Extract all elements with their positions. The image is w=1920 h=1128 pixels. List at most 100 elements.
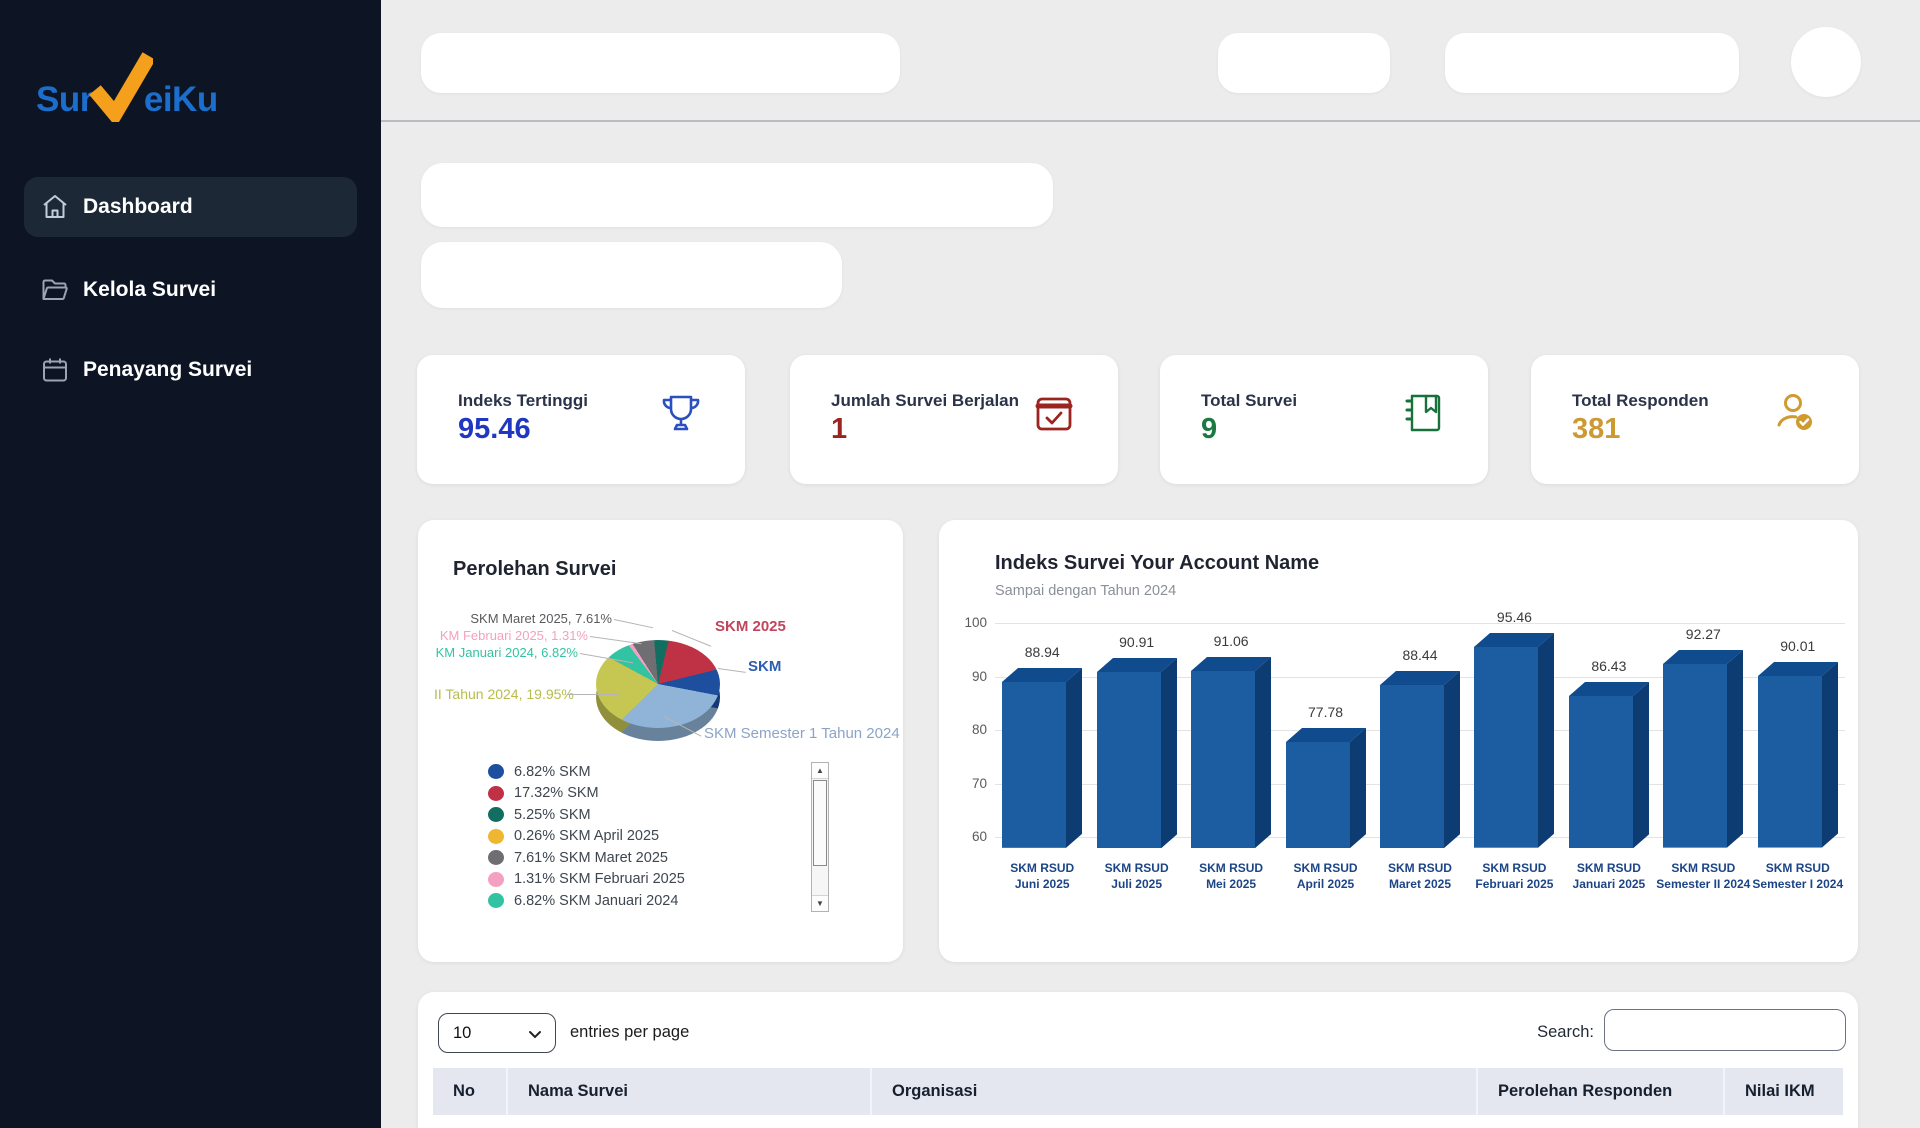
legend-label: 6.82% SKM [514, 763, 591, 780]
x-axis-category-label: SKM RSUD Semester I 2024 [1752, 861, 1844, 892]
sidebar-item-label: Dashboard [83, 195, 193, 218]
y-tick-label: 90 [971, 668, 987, 684]
calendar-icon [40, 355, 70, 385]
legend-scrollbar[interactable]: ▲ ▼ [811, 762, 829, 912]
pie-leader-line [613, 619, 654, 629]
pie-callout-label: KM Februari 2025, 1.31% [439, 628, 588, 643]
sidebar-item-label: Kelola Survei [83, 278, 217, 301]
sidebar-item-kelola-survei[interactable]: Kelola Survei [24, 260, 357, 320]
x-axis-category-label: SKM RSUD Januari 2025 [1572, 861, 1646, 892]
bar [1380, 670, 1460, 848]
y-tick-label: 60 [971, 829, 987, 844]
table-header-row: No Nama Survei Organisasi Perolehan Respond… [433, 1068, 1843, 1115]
page-size-select[interactable]: 10 [438, 1013, 556, 1053]
table-column-header[interactable]: Perolehan Responden [1478, 1068, 1725, 1115]
table-column-header[interactable]: No [433, 1068, 508, 1115]
legend-label: 1.31% SKM Februari 2025 [514, 871, 685, 888]
stat-label: Total Survei [1201, 391, 1298, 410]
stat-value: 9 [1201, 413, 1218, 445]
stat-value: 95.46 [458, 413, 531, 445]
pie-chart [596, 640, 720, 741]
y-tick-label: 70 [971, 775, 987, 791]
stat-card-total-survei: Total Survei 9 [1160, 355, 1488, 484]
checkmark-icon [89, 50, 156, 128]
bar-plot-area: 88.94 90.91 91.06 77.78 88.44 95.46 86.4… [995, 609, 1845, 848]
bar-value-label: 77.78 [1308, 703, 1344, 720]
x-axis-category-label: SKM RSUD Februari 2025 [1475, 861, 1554, 892]
stat-card-survei-berjalan: Jumlah Survei Berjalan 1 [790, 355, 1118, 484]
stat-card-total-responden: Total Responden 381 [1531, 355, 1859, 484]
entries-per-page-label: entries per page [570, 1023, 690, 1041]
legend-item: 17.32% SKM [488, 783, 798, 805]
home-icon [40, 192, 70, 222]
stat-label: Indeks Tertinggi [458, 391, 589, 410]
avatar[interactable] [1791, 27, 1861, 97]
topbar-skeleton-placeholder [1445, 33, 1739, 93]
bar [1191, 656, 1272, 848]
logo-text-part2: eiKu [143, 80, 218, 119]
bar-value-label: 91.06 [1213, 632, 1249, 649]
legend-label: 0.26% SKM April 2025 [514, 828, 660, 845]
bar-value-label: 88.94 [1024, 644, 1060, 661]
scroll-down-icon[interactable]: ▼ [812, 895, 828, 911]
calendar-check-icon [1030, 389, 1078, 437]
bar-chart-subtitle: Sampai dengan Tahun 2024 [995, 583, 1177, 599]
table-row[interactable] [433, 1115, 1843, 1128]
gridline [995, 623, 1845, 624]
table-column-header[interactable]: Nilai IKM [1745, 1082, 1815, 1100]
sidebar-item-penayang-survei[interactable]: Penayang Survei [24, 340, 357, 400]
legend-label: 7.61% SKM Maret 2025 [514, 849, 668, 866]
pie-callout-label: KM Januari 2024, 6.82% [435, 645, 578, 660]
table-column-header[interactable]: Nama Survei [508, 1068, 872, 1115]
legend-item: 5.25% SKM [488, 804, 798, 826]
legend-item: 1.31% SKM Februari 2025 [488, 869, 798, 891]
legend-color-dot [488, 828, 504, 844]
x-axis-category-label: SKM RSUD Mei 2025 [1199, 861, 1264, 892]
legend-color-dot [488, 893, 504, 909]
scroll-up-icon[interactable]: ▲ [812, 763, 828, 779]
sidebar-item-dashboard[interactable]: Dashboard [24, 177, 357, 237]
x-axis-category-label: SKM RSUD Semester II 2024 [1656, 861, 1751, 892]
pie-leader-line [717, 668, 746, 673]
page-subtitle-skeleton [421, 242, 842, 308]
legend-label: 17.32% SKM [514, 785, 599, 802]
pie-chart-title: Perolehan Survei [453, 558, 617, 580]
pie-legend: 6.82% SKM 17.32% SKM 5.25% SKM 0.26% SKM Ap… [488, 761, 798, 912]
chevron-down-icon [527, 1027, 543, 1046]
app-logo: Sur eiKu [36, 44, 218, 128]
pie-chart-card: Perolehan Survei SKM Maret 2025, 7.61% KM… [418, 520, 903, 962]
pie-slices [596, 640, 720, 728]
bar-value-label: 88.44 [1402, 646, 1438, 663]
stat-value: 1 [831, 413, 848, 445]
topbar-skeleton-placeholder [1218, 33, 1390, 93]
legend-color-dot [488, 807, 504, 823]
bar-value-label: 90.91 [1119, 633, 1155, 650]
legend-item: 6.82% SKM Januari 2024 [488, 890, 798, 912]
x-axis-category-label: SKM RSUD Juni 2025 [1010, 861, 1075, 892]
legend-color-dot [488, 871, 504, 887]
page-size-value: 10 [453, 1023, 472, 1042]
search-input[interactable] [1604, 1009, 1846, 1051]
user-check-icon [1771, 389, 1819, 437]
stat-value: 381 [1572, 413, 1621, 445]
topbar-skeleton-placeholder [421, 33, 900, 93]
x-axis-category-label: SKM RSUD April 2025 [1293, 861, 1358, 892]
search-label: Search: [1537, 1023, 1594, 1041]
legend-color-dot [488, 785, 504, 801]
bar-value-label: 86.43 [1591, 657, 1627, 674]
pie-callout-label: SKM Maret 2025, 7.61% [470, 611, 612, 626]
scrollbar-thumb[interactable] [813, 780, 827, 866]
sidebar: Sur eiKu Dashboard [0, 0, 381, 1128]
legend-item: 7.61% SKM Maret 2025 [488, 847, 798, 869]
legend-item: 6.82% SKM [488, 761, 798, 783]
y-tick-label: 80 [971, 722, 987, 737]
x-axis-category-label: SKM RSUD Juli 2025 [1104, 861, 1169, 892]
bar [1474, 633, 1555, 848]
bar [1002, 668, 1083, 848]
survey-table-card: 10 entries per page Search: No Nama Surve… [418, 992, 1858, 1128]
topbar [381, 0, 1920, 122]
legend-item: 0.26% SKM April 2025 [488, 826, 798, 848]
bar [1757, 662, 1838, 848]
table-column-header[interactable]: Organisasi [872, 1068, 1478, 1115]
